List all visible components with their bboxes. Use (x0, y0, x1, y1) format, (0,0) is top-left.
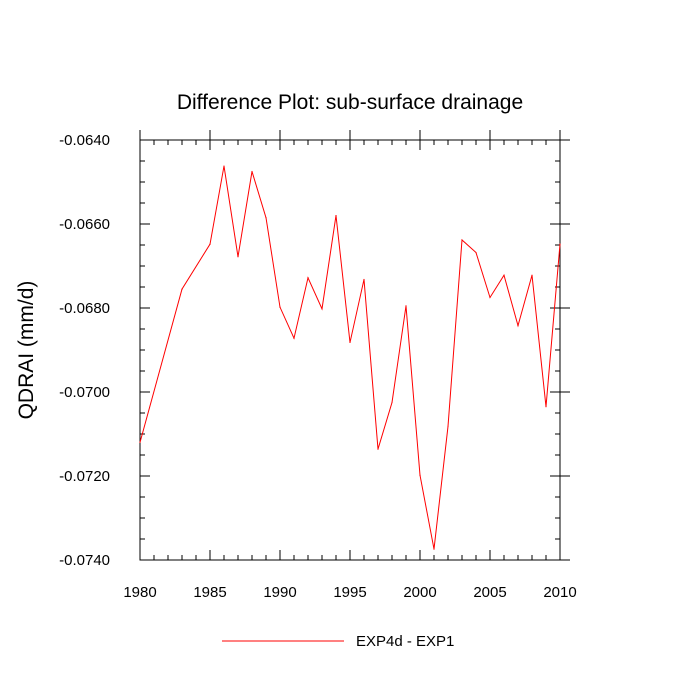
data-point (391, 401, 393, 404)
data-point (377, 448, 379, 450)
data-point (223, 165, 225, 167)
y-tick-label: -0.0640 (59, 132, 110, 149)
data-point (363, 278, 365, 281)
data-point (279, 306, 281, 308)
data-point (307, 277, 309, 279)
data-point (531, 274, 533, 276)
y-tick-label: -0.0700 (59, 384, 110, 401)
data-point (559, 243, 561, 245)
plot-frame (139, 139, 561, 561)
data-point (293, 337, 295, 339)
legend-label: EXP4d - EXP1 (356, 633, 454, 650)
data-point (405, 305, 407, 307)
data-points (139, 165, 561, 550)
y-tick-label: -0.0720 (59, 468, 110, 485)
data-point (321, 308, 323, 310)
y-tick-label: -0.0740 (59, 552, 110, 569)
x-tick-label: 1980 (123, 584, 156, 601)
x-tick-label: 2000 (403, 584, 436, 601)
data-point (447, 425, 449, 428)
series-line (139, 165, 561, 550)
x-tick-label: 1995 (333, 584, 366, 601)
data-point (237, 256, 239, 258)
legend: EXP4d - EXP1 (222, 633, 454, 650)
x-tick-label: 2010 (543, 584, 576, 601)
data-point (265, 217, 267, 219)
y-tick-label: -0.0680 (59, 300, 110, 317)
data-point (461, 239, 463, 241)
data-point (251, 170, 253, 173)
data-point (489, 296, 491, 299)
data-point (503, 274, 505, 276)
axis-ticks (139, 130, 570, 561)
data-point (545, 406, 547, 408)
chart-title: Difference Plot: sub-surface drainage (177, 91, 523, 114)
x-tick-label: 1985 (193, 584, 226, 601)
data-point (517, 325, 519, 327)
data-point (475, 251, 477, 254)
data-point (335, 215, 337, 217)
y-axis-label: QDRAI (mm/d) (15, 281, 38, 420)
y-tick-label: -0.0660 (59, 216, 110, 233)
x-tick-label: 2005 (473, 584, 506, 601)
data-point (181, 288, 183, 290)
data-point (349, 341, 351, 344)
data-point (209, 243, 211, 245)
axis-tick-labels: 1980 1985 1990 1995 2000 2005 2010 -0.0640 -0.06… (59, 132, 577, 601)
data-point (419, 474, 421, 476)
x-tick-label: 1990 (263, 584, 296, 601)
data-point (433, 548, 435, 550)
data-point (139, 441, 141, 443)
